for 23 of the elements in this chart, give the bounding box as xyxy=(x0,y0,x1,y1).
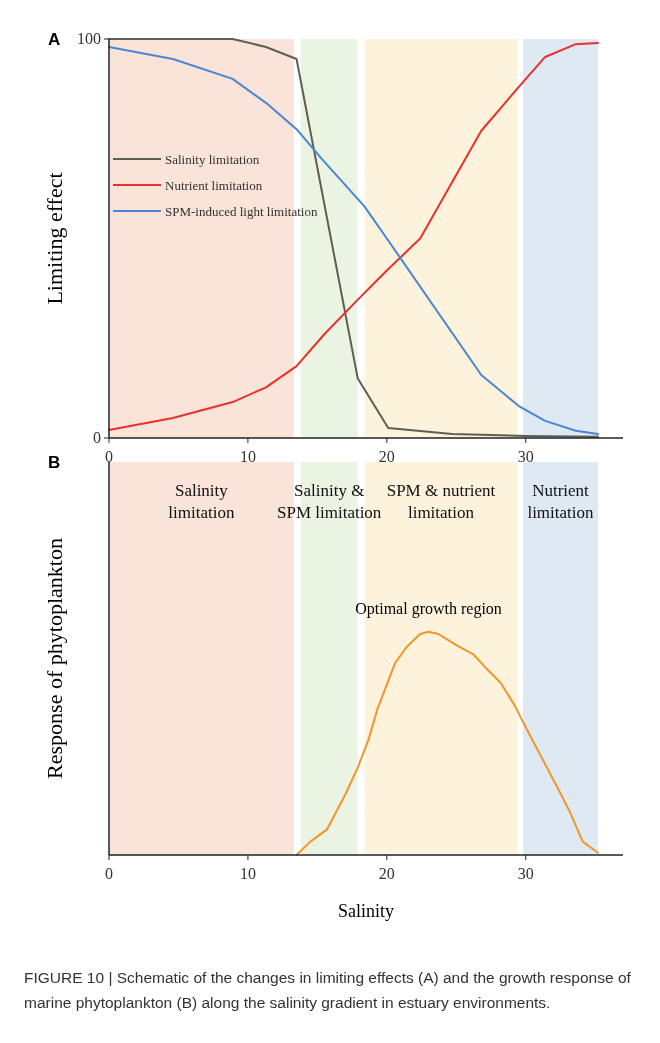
y-axis-title: Response of phytoplankton xyxy=(42,538,67,779)
x-tick-label: 30 xyxy=(517,865,534,882)
legend-label: Nutrient limitation xyxy=(165,178,263,193)
y-axis-title: Limiting effect xyxy=(42,172,67,305)
chart-title: B xyxy=(48,453,61,472)
legend-label: SPM-induced light limitation xyxy=(165,204,318,219)
text: Optimal growth region xyxy=(355,599,502,618)
x-tick-label: 10 xyxy=(239,865,256,882)
x-tick-label: 10 xyxy=(239,448,256,465)
band-label: Nutrient limitation xyxy=(527,481,595,522)
x-tick-label: 0 xyxy=(105,865,113,882)
x-tick-label: 30 xyxy=(517,448,534,465)
x-tick-label: 20 xyxy=(378,865,395,882)
x-tick-label: 0 xyxy=(105,448,113,465)
chart-title: A xyxy=(48,30,61,49)
band-label: SPM & nutrient limitation xyxy=(386,481,496,522)
legend-label: Salinity limitation xyxy=(165,152,260,167)
caption: FIGURE 10 | Schematic of the changes in limiting effects (A) and the growth response of marine phytoplankton (B) along the salinity gradient in estuary environments. xyxy=(24,968,632,1013)
x-axis-title: Salinity xyxy=(337,901,395,921)
y-tick-label: 100 xyxy=(77,30,101,47)
band-label: Salinity limitation xyxy=(168,481,235,522)
band-label: Salinity & SPM limitation xyxy=(276,481,382,522)
x-tick-label: 20 xyxy=(378,448,395,465)
